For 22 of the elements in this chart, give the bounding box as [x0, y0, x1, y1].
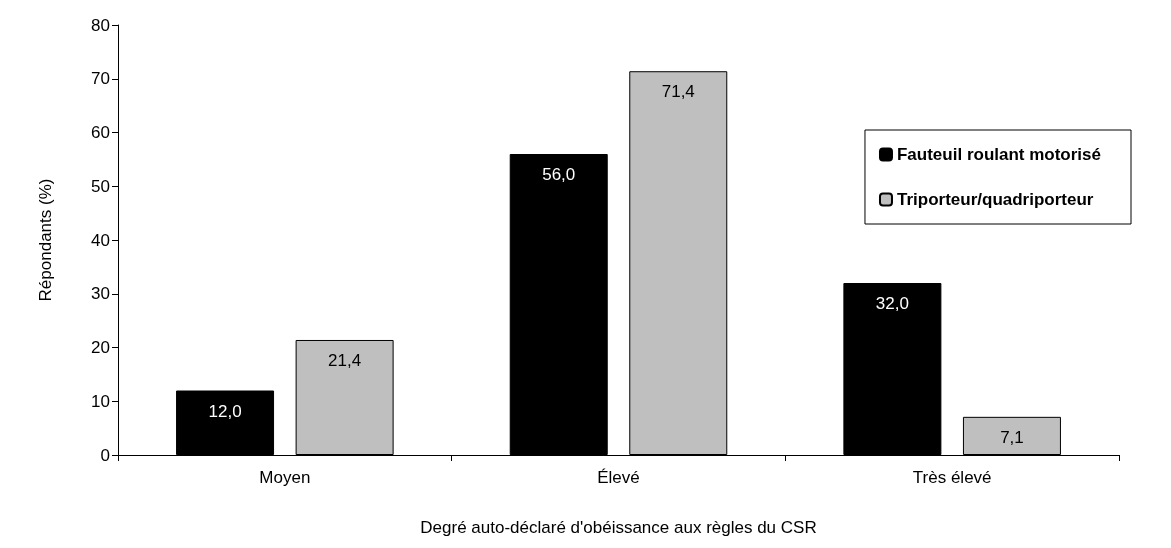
y-tick-label: 50 — [91, 176, 110, 196]
data-label: 32,0 — [875, 294, 909, 313]
data-label: 71,4 — [661, 82, 695, 102]
y-tick-label: 80 — [91, 15, 110, 35]
y-tick-label: 40 — [91, 230, 110, 250]
y-tick-label: 70 — [91, 69, 110, 89]
y-tick-label: 10 — [91, 391, 110, 411]
data-label: 21,4 — [328, 350, 362, 370]
x-axis-title: Degré auto-déclaré d'obéissance aux règles du CSR — [420, 518, 817, 537]
data-label: 56,0 — [542, 165, 576, 184]
data-label: 12,0 — [208, 401, 242, 421]
legend-label: Triporteur/quadriporteur — [896, 190, 1094, 209]
x-tick-label: Élevé — [597, 468, 640, 487]
y-tick-label: 0 — [100, 445, 110, 465]
y-axis-title: Répondants (%) — [36, 178, 55, 302]
data-label: 7,1 — [1000, 427, 1024, 447]
x-tick-label: Très élevé — [912, 468, 992, 487]
y-tick-label: 20 — [91, 338, 110, 357]
y-tick-label: 30 — [91, 284, 110, 304]
y-tick-label: 60 — [91, 123, 110, 142]
legend-label: Fauteuil roulant motorisé — [896, 145, 1102, 164]
x-tick-label: Moyen — [259, 468, 311, 487]
